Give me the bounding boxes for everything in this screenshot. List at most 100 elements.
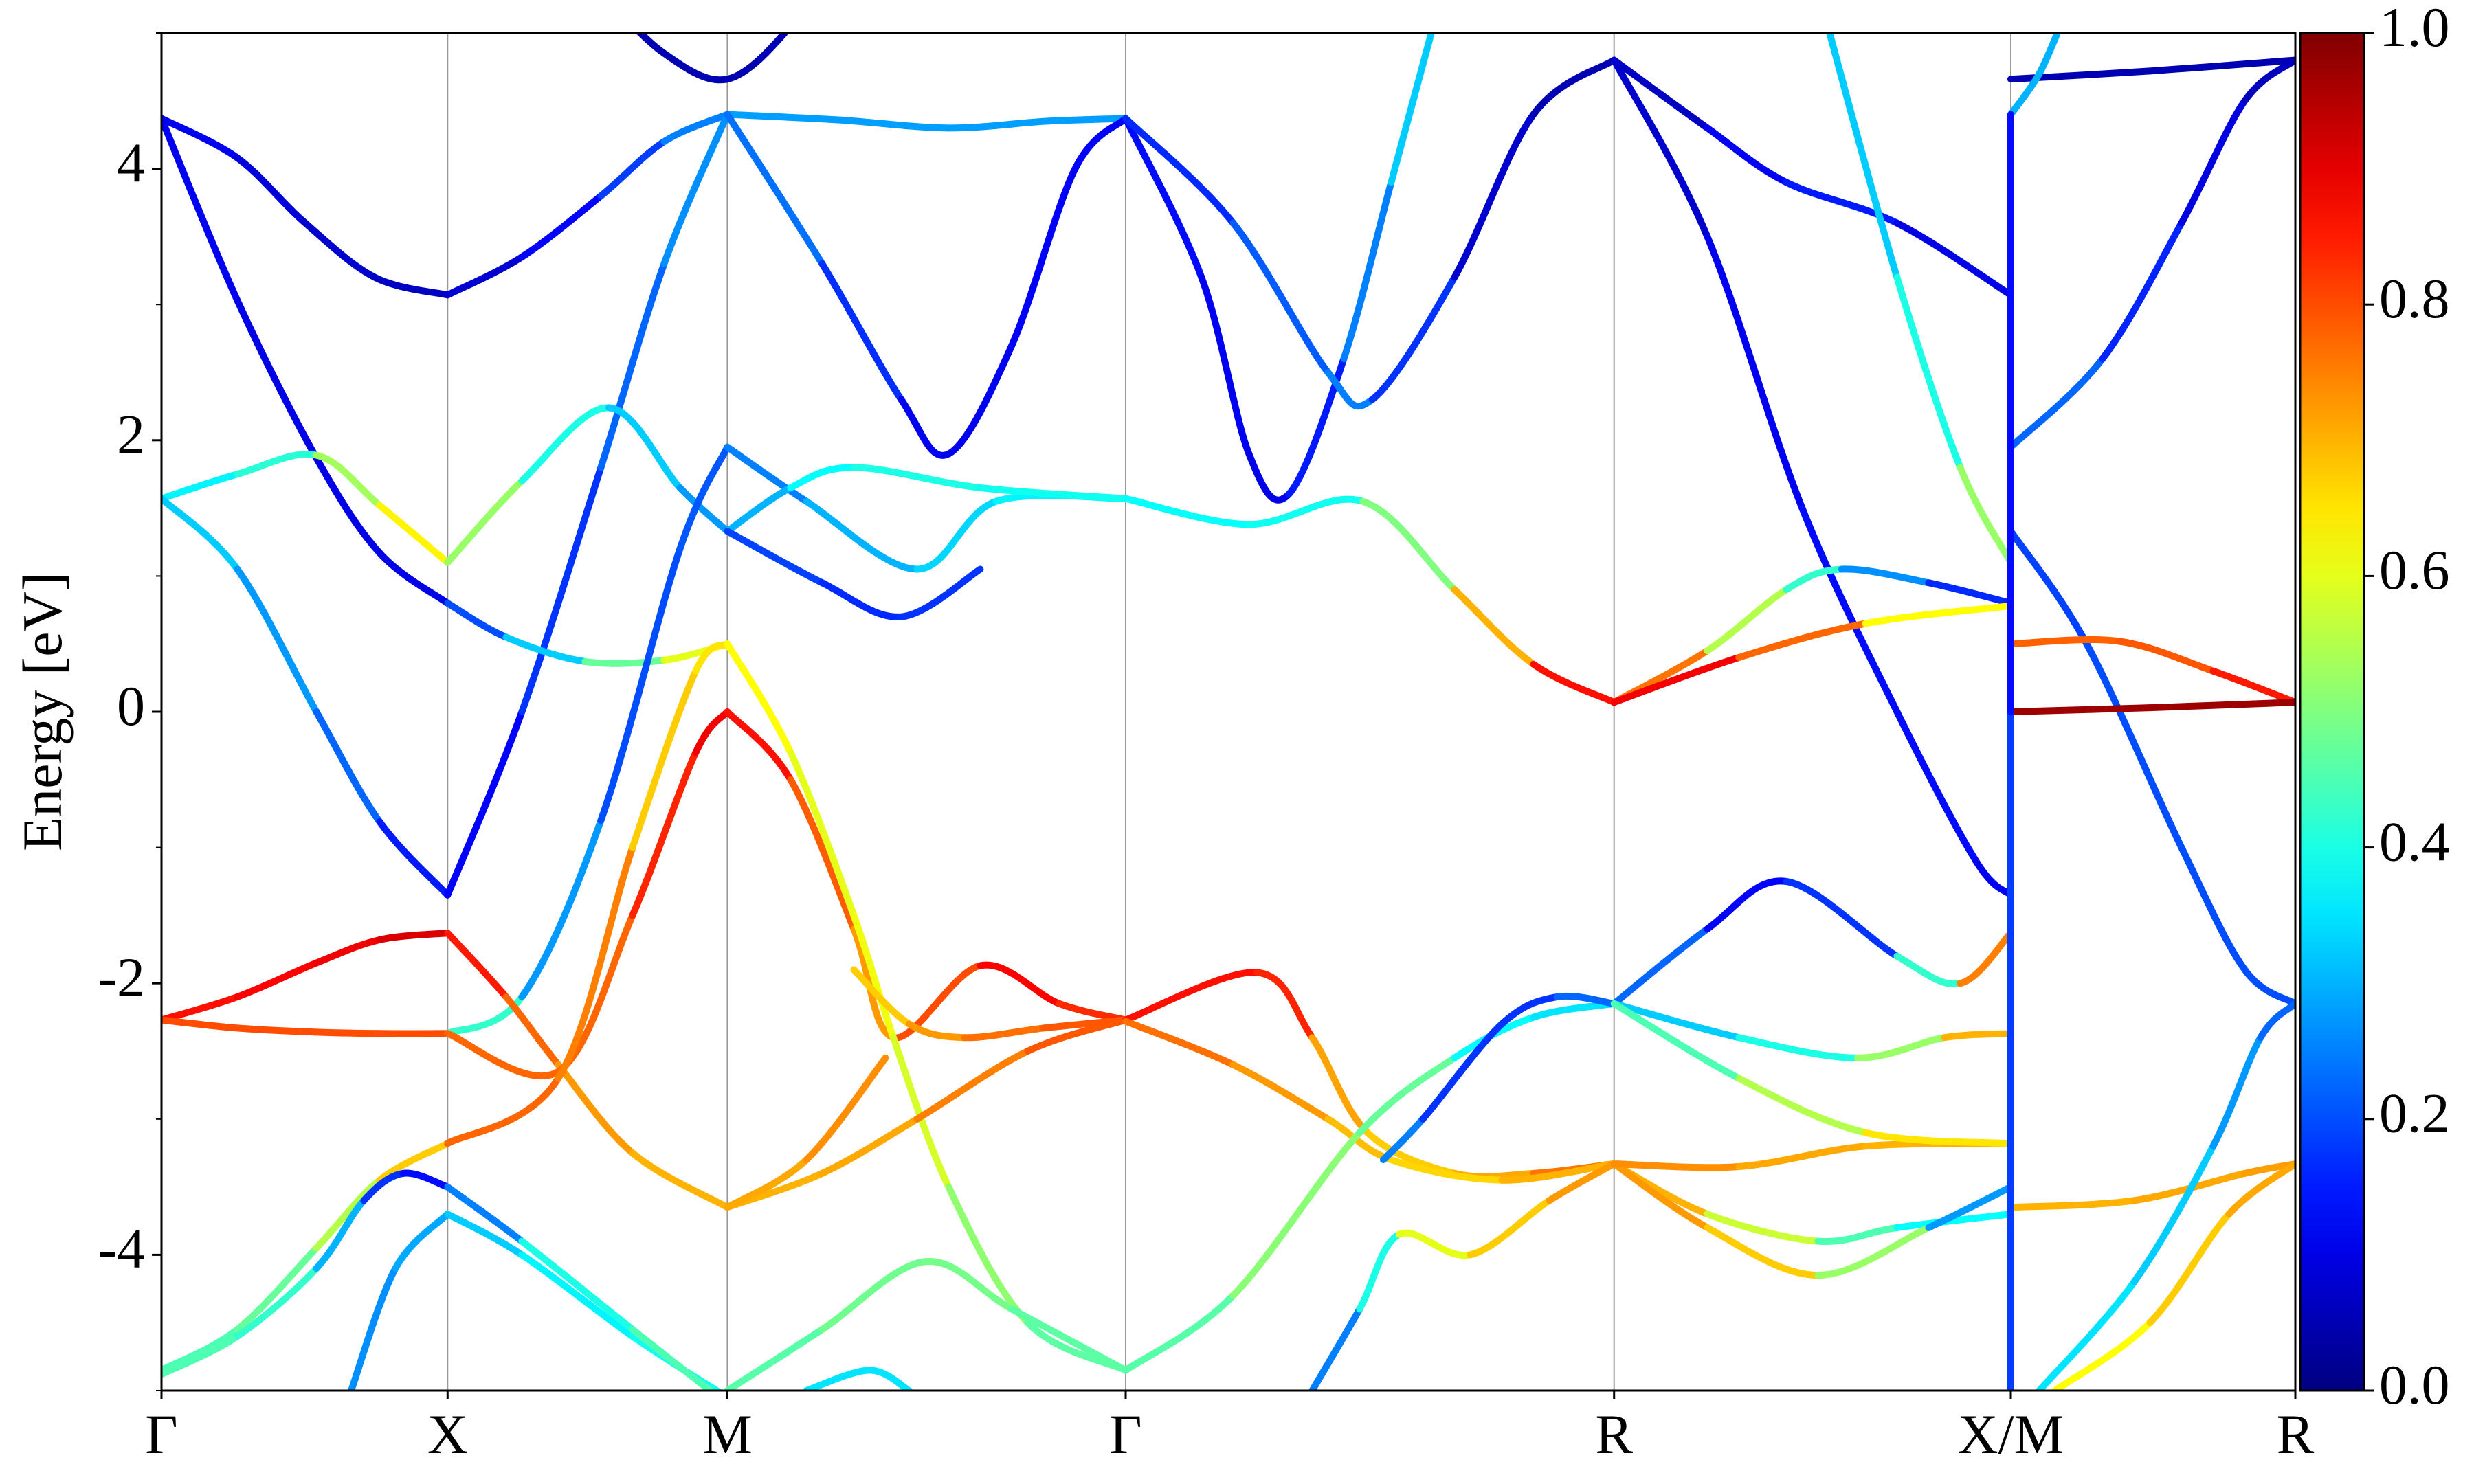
y-tick-label: 4 xyxy=(117,131,145,194)
band-segment xyxy=(313,454,383,556)
band-segment xyxy=(581,656,668,667)
band-segment xyxy=(1388,1156,1506,1184)
band-segment xyxy=(1704,877,1790,933)
band-segment xyxy=(1893,1211,2014,1231)
band-segment xyxy=(1610,1000,1743,1042)
band-segment xyxy=(660,111,731,267)
band-segment xyxy=(1735,1143,1869,1170)
band-segment xyxy=(1972,857,2014,899)
band-segment xyxy=(1530,1000,1618,1021)
band-segment xyxy=(555,1061,636,1157)
band-segment xyxy=(234,1024,320,1036)
band-segment xyxy=(1451,586,1537,668)
band-segment xyxy=(1356,1054,1458,1136)
x-tick-label: X/M xyxy=(1958,1403,2064,1465)
band-segment xyxy=(787,749,858,919)
band-segment xyxy=(724,443,810,505)
band-segment xyxy=(1610,653,1743,706)
band-segment xyxy=(803,1054,889,1164)
band-segment xyxy=(1245,450,1292,504)
band-segment xyxy=(1941,1030,2014,1042)
band-segment xyxy=(502,633,589,665)
band-segment xyxy=(790,0,838,26)
band-segment xyxy=(1122,495,1253,528)
band-segment xyxy=(2115,638,2217,675)
colorbar-tick-label: 0.8 xyxy=(2379,267,2450,330)
bands xyxy=(161,0,2295,1391)
band-segment xyxy=(1253,969,1316,1042)
band-segment xyxy=(921,1258,1016,1313)
colorbar-tick-label: 0.6 xyxy=(2379,539,2450,601)
band-segment xyxy=(597,138,668,200)
band-segment xyxy=(692,640,731,675)
band-segment xyxy=(2007,67,2154,83)
band-segment xyxy=(502,993,562,1068)
band-segment xyxy=(1704,1224,1822,1279)
band-segment xyxy=(555,912,636,1075)
band-segment xyxy=(803,1367,873,1391)
band-segment xyxy=(889,1034,952,1191)
band-segment xyxy=(161,993,241,1024)
colorbar-tick-label: 0.0 xyxy=(2379,1353,2450,1416)
band-segment xyxy=(161,1326,241,1374)
band-segment xyxy=(1546,1160,1618,1204)
band-segment xyxy=(1308,1305,1363,1391)
band-segment xyxy=(1388,33,1435,186)
band-segment xyxy=(2209,667,2295,706)
band-segment xyxy=(234,1265,320,1340)
band-segment xyxy=(889,962,984,1042)
band-segment xyxy=(1245,495,1366,528)
band-segment xyxy=(898,565,984,620)
band-segment xyxy=(2178,97,2249,227)
band-segment xyxy=(834,116,952,132)
band-segment xyxy=(961,1024,1047,1042)
band-segment xyxy=(818,1115,921,1177)
band-segment xyxy=(1925,1183,2014,1231)
band-segment xyxy=(1122,115,1205,281)
band-segment xyxy=(1704,124,1790,186)
band-segment xyxy=(1530,56,1618,118)
band-segment xyxy=(2007,704,2154,715)
band-segment xyxy=(234,1244,320,1334)
grid xyxy=(161,33,2296,1391)
band-segment xyxy=(348,1265,399,1391)
band-segment xyxy=(1122,115,1237,227)
band-segment xyxy=(518,192,605,261)
band-segment xyxy=(371,273,452,299)
band-segment xyxy=(161,471,241,502)
band-segment xyxy=(2007,636,2122,648)
band-segment xyxy=(898,396,952,459)
band-segment xyxy=(518,404,612,485)
band-segment xyxy=(1893,708,1980,865)
band-segment xyxy=(1893,219,2014,299)
band-segment xyxy=(1284,355,1348,498)
band-segment xyxy=(313,451,383,509)
band-segment xyxy=(234,451,320,478)
band-segment xyxy=(1122,969,1260,1024)
band-segment xyxy=(1735,1034,1861,1061)
band-segment xyxy=(1610,1160,1711,1231)
band-segment xyxy=(234,154,307,225)
band-segment xyxy=(2146,56,2295,75)
band-segment xyxy=(2036,33,2062,78)
band-segment xyxy=(1814,1224,1901,1246)
y-tick-label: -2 xyxy=(98,946,145,1009)
colorbar xyxy=(2299,32,2365,1392)
band-segment xyxy=(660,49,731,84)
band-segment xyxy=(597,545,684,824)
band-segment xyxy=(913,1048,1032,1123)
band-segment xyxy=(1356,1230,1403,1313)
band-segment xyxy=(1324,369,1376,410)
band-segment xyxy=(1610,925,1711,1007)
band-segment xyxy=(605,404,684,491)
y-axis-label: Energy [eV] xyxy=(11,572,74,851)
band-segment xyxy=(850,925,897,1042)
band-segment xyxy=(945,341,1016,458)
band-segment xyxy=(518,1237,636,1334)
band-segment xyxy=(2083,640,2185,851)
band-segment xyxy=(1704,1211,1822,1245)
band-segment xyxy=(234,297,320,462)
band-segment xyxy=(1229,1129,1363,1299)
band-segment xyxy=(518,817,605,1000)
band-segment xyxy=(1957,930,2014,987)
